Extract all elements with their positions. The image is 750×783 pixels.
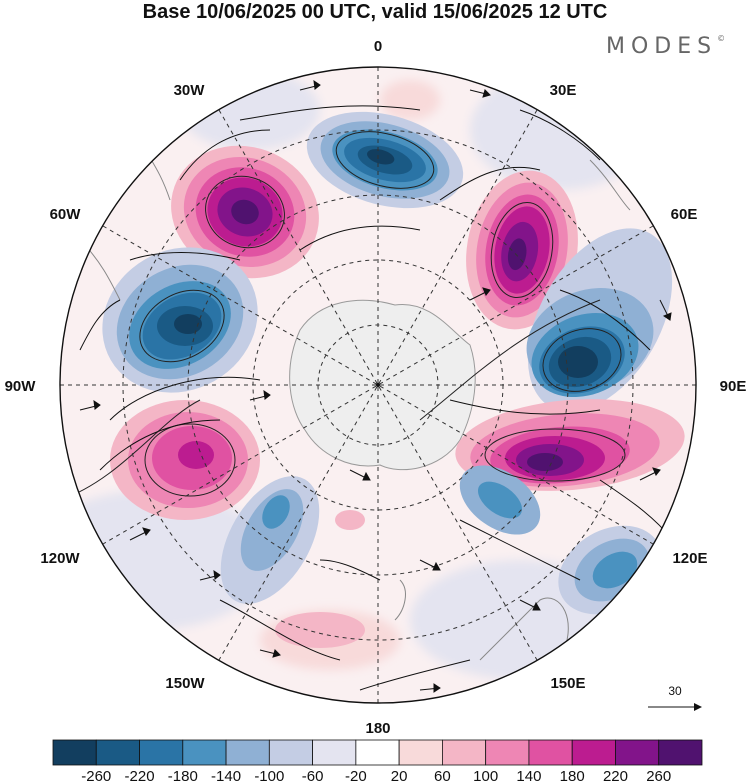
anomaly-negative-75w (102, 247, 258, 393)
colorbar-swatch (528, 739, 573, 766)
colorbar-tick-label: 60 (434, 768, 451, 783)
colorbar-tick-label: 20 (391, 768, 408, 783)
colorbar-tick-label: -140 (211, 768, 241, 783)
south-pole-marker (376, 383, 380, 387)
colorbar-swatch (658, 739, 703, 766)
map-title: Base 10/06/2025 00 UTC, valid 15/06/2025… (142, 1, 608, 23)
colorbar-swatch (268, 739, 314, 766)
colorbar-tick-label: 260 (646, 768, 671, 783)
lon-label-180: 180 (365, 720, 390, 737)
wind-streamlines (79, 105, 681, 691)
colorbar-swatch (225, 739, 270, 766)
colorbar-swatch (398, 739, 443, 766)
anomaly-positive-170w (275, 612, 365, 648)
lon-label-90e: 90E (720, 378, 747, 395)
map-boundary (59, 66, 697, 704)
anomaly-positive-115w (110, 400, 260, 520)
lon-label-30e: 30E (550, 82, 577, 99)
anomaly-negative-140w (220, 476, 320, 604)
colorbar-tick-label: -260 (81, 768, 111, 783)
lon-label-30w: 30W (174, 82, 206, 99)
lon-label-60w: 60W (50, 206, 82, 223)
colorbar-tick-label: -60 (302, 768, 324, 783)
anomaly-positive-35w (171, 145, 319, 279)
colorbar-tick-label: -180 (168, 768, 198, 783)
reference-arrow-head (694, 703, 702, 711)
anomaly-positive-small (335, 510, 365, 530)
colorbar-swatch (441, 739, 487, 766)
lon-label-60e: 60E (671, 206, 698, 223)
colorbar-tick-label: 140 (516, 768, 541, 783)
modes-logo: MODES© (606, 34, 725, 59)
lon-label-120e: 120E (672, 550, 707, 567)
colorbar-swatch (485, 739, 530, 766)
colorbar-tick-label: -20 (345, 768, 367, 783)
colorbar-tick-label: 220 (603, 768, 628, 783)
lon-label-150w: 150W (165, 675, 205, 692)
lon-label-90w: 90W (5, 378, 37, 395)
contour-lines (60, 131, 626, 501)
colorbar-tick-label: 100 (473, 768, 498, 783)
reference-vector: 30 (648, 684, 702, 711)
anomaly-positive-45e (466, 170, 578, 330)
brand-mark: © (717, 34, 726, 43)
colorbar-swatch (355, 739, 400, 766)
colorbar-tick-label: -100 (254, 768, 284, 783)
wind-arrows (79, 79, 672, 693)
colorbar-swatch (571, 739, 616, 766)
colorbar-swatch (312, 739, 357, 766)
lon-label-120w: 120W (40, 550, 80, 567)
colorbar-swatch (139, 739, 184, 766)
reference-vector-label: 30 (668, 684, 682, 698)
lon-label-0: 0 (374, 38, 382, 55)
meridian-lines (60, 67, 696, 703)
anomaly-positive-105e (455, 399, 685, 491)
colorbar-tick-label: 180 (560, 768, 585, 783)
anomaly-field (60, 67, 696, 703)
colorbar-swatch (615, 739, 660, 766)
colorbar: -260 -220 -180 -140 -100 -60 -20 20 60 100 140 180 2… (52, 739, 703, 783)
colorbar-swatch (52, 739, 97, 766)
colorbar-tick-label: -220 (125, 768, 155, 783)
colorbar-swatch (182, 739, 227, 766)
brand-text: MODES (606, 34, 718, 59)
lon-label-150e: 150E (550, 675, 585, 692)
colorbar-swatch (95, 739, 140, 766)
